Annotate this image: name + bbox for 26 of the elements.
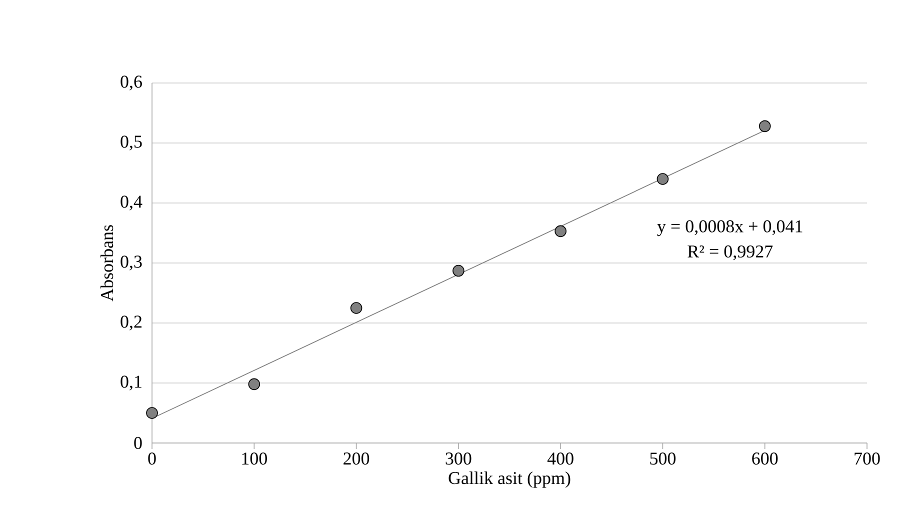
y-tick-label: 0,4 <box>120 196 142 210</box>
x-tick-label: 700 <box>854 452 880 465</box>
point <box>554 225 566 238</box>
x-tick-label: 400 <box>547 452 574 465</box>
point <box>656 173 669 185</box>
point <box>146 407 158 419</box>
y-tick-label: 0,6 <box>120 76 142 90</box>
annotation: R² = 0,9927 <box>688 245 773 260</box>
point <box>758 120 771 132</box>
x-tick-label: 0 <box>148 452 156 465</box>
x-tick-label: 600 <box>752 452 778 465</box>
y-axis-title: Absorbans <box>100 225 114 302</box>
y-tick-label: 0 <box>134 436 142 450</box>
point <box>350 302 362 314</box>
y-tick-label: 0,3 <box>120 256 142 270</box>
x-tick-label: 200 <box>344 452 370 465</box>
point <box>452 264 464 277</box>
y-tick-label: 0,1 <box>120 376 142 390</box>
x-tick-label: 500 <box>650 452 676 465</box>
annotation: y = 0,0008x + 0,041 <box>657 220 802 236</box>
x-axis-title: Gallik asit (ppm) <box>448 471 570 488</box>
y-tick-label: 0,2 <box>120 316 142 330</box>
y-tick-label: 0,5 <box>120 136 142 150</box>
point <box>248 378 260 390</box>
x-tick-label: 100 <box>242 452 267 465</box>
x-tick-label: 300 <box>446 452 472 465</box>
